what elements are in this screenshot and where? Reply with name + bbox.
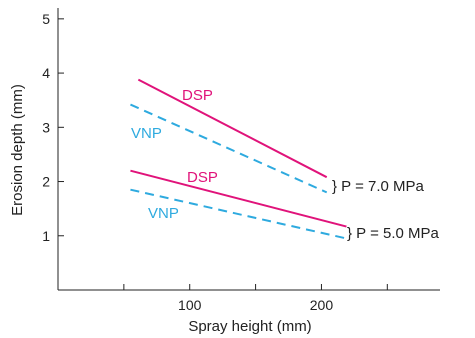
- series-line-dsp-0: [137, 78, 328, 179]
- y-tick-label: 4: [42, 65, 50, 81]
- y-tick-label: 3: [42, 119, 50, 135]
- ticks: 100 200 1 2 3 4 5: [42, 11, 388, 313]
- y-tick-label: 5: [42, 11, 50, 27]
- y-axis-label: Erosion depth (mm): [9, 84, 26, 216]
- series-line-dsp-2: [130, 169, 347, 228]
- series-lines: [130, 78, 347, 240]
- series-line-vnp-3: [130, 188, 347, 240]
- series-label-vnp-lower: VNP: [148, 205, 179, 222]
- x-tick-label: 100: [178, 297, 202, 313]
- series-label-vnp-upper: VNP: [131, 125, 162, 142]
- x-axis-label: Spray height (mm): [188, 318, 311, 335]
- y-tick-label: 2: [42, 174, 50, 190]
- series-label-dsp-upper: DSP: [182, 87, 213, 104]
- axes: [57, 8, 440, 291]
- series-line-vnp-1: [130, 103, 328, 194]
- group-label-5mpa: } P = 5.0 MPa: [347, 225, 440, 242]
- series-label-dsp-lower: DSP: [187, 169, 218, 186]
- x-tick-label: 200: [310, 297, 334, 313]
- y-tick-label: 1: [42, 228, 50, 244]
- group-label-7mpa: } P = 7.0 MPa: [332, 178, 425, 195]
- series-labels: DSP VNP DSP VNP } P = 7.0 MPa } P = 5.0 …: [131, 87, 440, 242]
